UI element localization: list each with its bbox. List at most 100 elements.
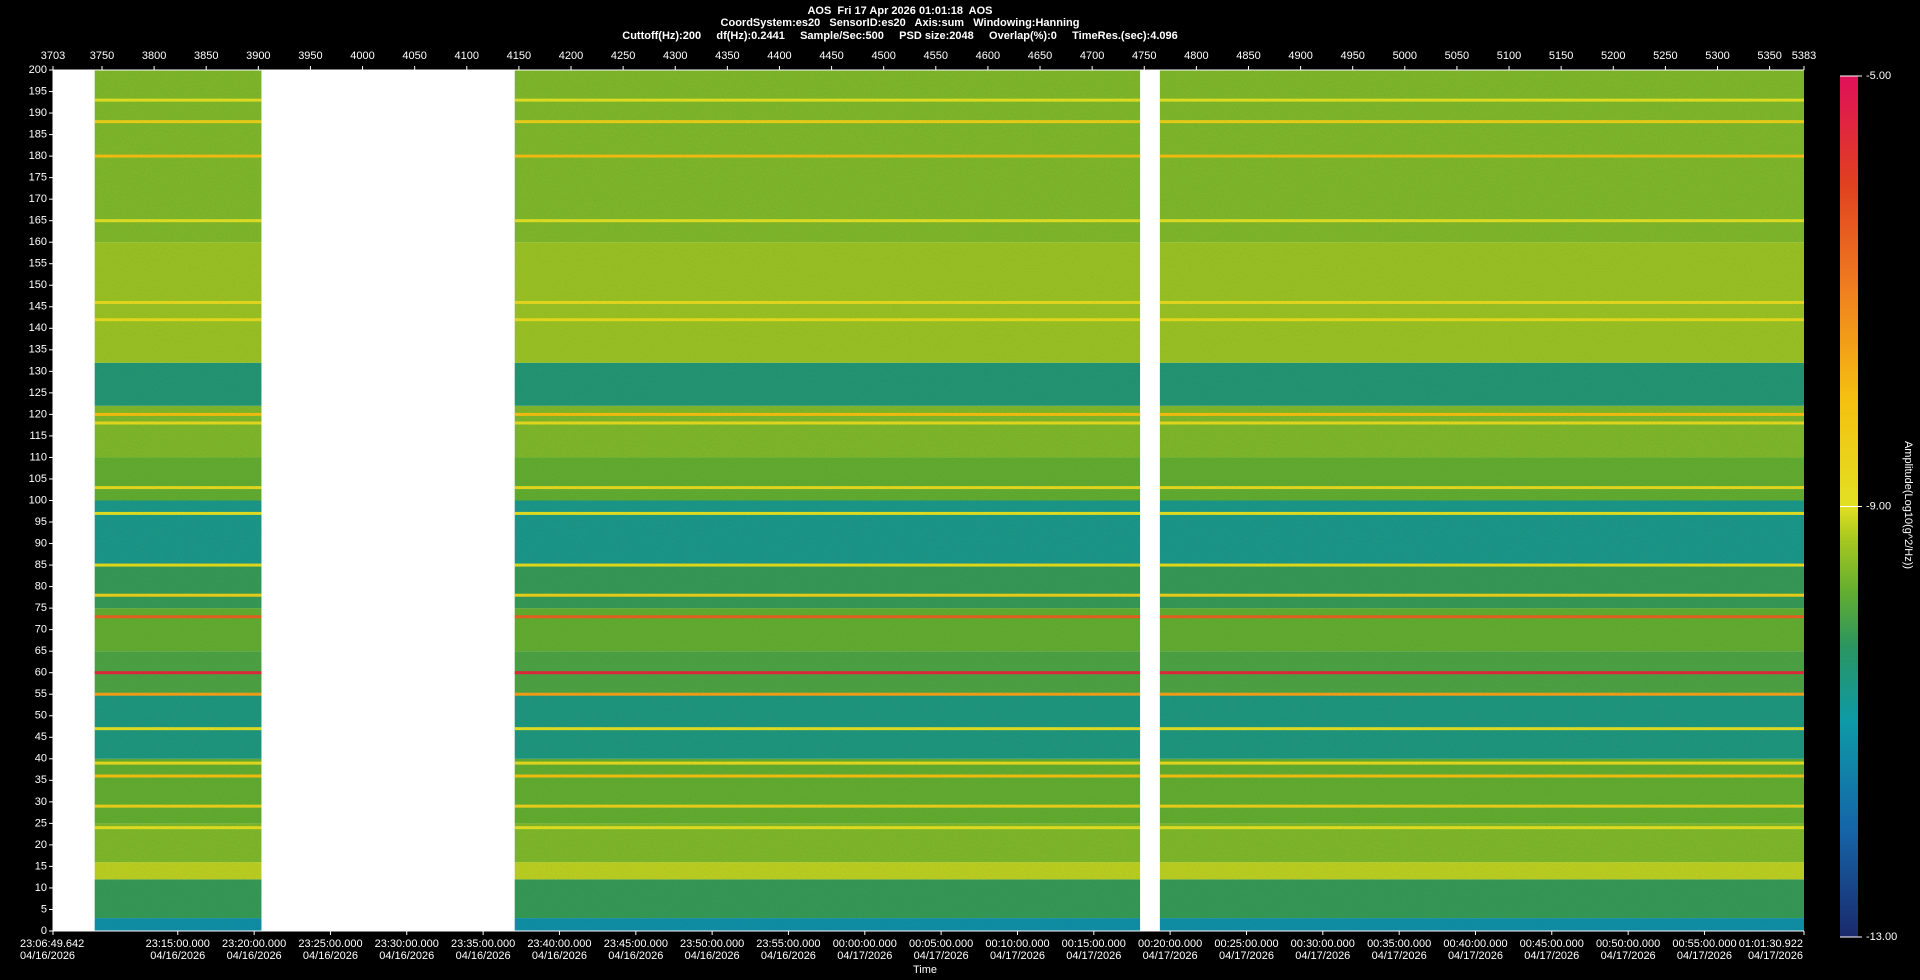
time-tick-label: 23:45:00.000 bbox=[604, 938, 668, 950]
x-tick-label: 4600 bbox=[976, 50, 1000, 62]
x-tick-label: 4250 bbox=[611, 50, 635, 62]
x-tick-label: 4750 bbox=[1132, 50, 1156, 62]
y-tick-label: 95 bbox=[35, 516, 47, 528]
time-tick-date: 04/17/2026 bbox=[1448, 950, 1503, 962]
time-tick-date: 04/16/2026 bbox=[761, 950, 816, 962]
x-tick-label: 4650 bbox=[1028, 50, 1052, 62]
time-tick-label: 00:55:00.000 bbox=[1672, 938, 1736, 950]
time-tick-date: 04/17/2026 bbox=[1372, 950, 1427, 962]
x-tick-label: 5150 bbox=[1549, 50, 1573, 62]
y-tick-label: 135 bbox=[29, 344, 47, 356]
y-tick-label: 155 bbox=[29, 258, 47, 270]
time-tick-label: 00:30:00.000 bbox=[1291, 938, 1355, 950]
colorbar-tick-label: -13.00 bbox=[1866, 931, 1897, 943]
time-tick-date: 04/17/2026 bbox=[1066, 950, 1121, 962]
x-tick-label: 3850 bbox=[194, 50, 218, 62]
time-tick-date: 04/17/2026 bbox=[837, 950, 892, 962]
x-tick-label: 5200 bbox=[1601, 50, 1625, 62]
y-tick-label: 5 bbox=[41, 903, 47, 915]
chart-title: AOS Fri 17 Apr 2026 01:01:18 AOS bbox=[807, 5, 992, 17]
y-tick-label: 35 bbox=[35, 774, 47, 786]
y-tick-label: 20 bbox=[35, 839, 47, 851]
time-tick-date: 04/17/2026 bbox=[1219, 950, 1274, 962]
x-tick-label: 5100 bbox=[1497, 50, 1521, 62]
x-tick-label: 5350 bbox=[1757, 50, 1781, 62]
x-tick-label: 4000 bbox=[350, 50, 374, 62]
x-tick-label: 4100 bbox=[455, 50, 479, 62]
y-tick-label: 170 bbox=[29, 193, 47, 205]
time-tick-label: 23:15:00.000 bbox=[146, 938, 210, 950]
y-tick-label: 130 bbox=[29, 365, 47, 377]
time-tick-label: 00:20:00.000 bbox=[1138, 938, 1202, 950]
y-tick-label: 0 bbox=[41, 925, 47, 937]
y-tick-label: 85 bbox=[35, 559, 47, 571]
y-tick-label: 100 bbox=[29, 494, 47, 506]
y-tick-label: 140 bbox=[29, 322, 47, 334]
y-tick-label: 180 bbox=[29, 150, 47, 162]
y-tick-label: 120 bbox=[29, 408, 47, 420]
x-tick-label: 4950 bbox=[1340, 50, 1364, 62]
x-tick-label: 4800 bbox=[1184, 50, 1208, 62]
time-tick-label: 00:25:00.000 bbox=[1214, 938, 1278, 950]
time-tick-date: 04/16/2026 bbox=[532, 950, 587, 962]
y-tick-label: 105 bbox=[29, 473, 47, 485]
x-tick-label: 3900 bbox=[246, 50, 270, 62]
time-tick-label: 23:25:00.000 bbox=[298, 938, 362, 950]
y-tick-label: 90 bbox=[35, 537, 47, 549]
time-tick-date: 04/16/2026 bbox=[685, 950, 740, 962]
x-tick-label: 4550 bbox=[924, 50, 948, 62]
time-tick-label: 01:01:30.922 bbox=[1739, 938, 1803, 950]
x-tick-label: 3750 bbox=[90, 50, 114, 62]
y-tick-label: 145 bbox=[29, 301, 47, 313]
x-tick-label: 4850 bbox=[1236, 50, 1260, 62]
colorbar-tick-label: -9.00 bbox=[1866, 500, 1891, 512]
time-tick-label: 00:15:00.000 bbox=[1062, 938, 1126, 950]
time-tick-label: 00:00:00.000 bbox=[833, 938, 897, 950]
x-tick-label: 4500 bbox=[871, 50, 895, 62]
y-tick-label: 15 bbox=[35, 860, 47, 872]
time-tick-label: 00:35:00.000 bbox=[1367, 938, 1431, 950]
x-tick-label: 3800 bbox=[142, 50, 166, 62]
time-tick-date: 04/16/2026 bbox=[150, 950, 205, 962]
y-tick-label: 185 bbox=[29, 128, 47, 140]
colorbar-label: Amplitude(Log10(g^2/Hz)) bbox=[1902, 441, 1914, 569]
y-tick-label: 160 bbox=[29, 236, 47, 248]
time-tick-date: 04/17/2026 bbox=[1601, 950, 1656, 962]
y-tick-label: 50 bbox=[35, 710, 47, 722]
x-tick-label: 5300 bbox=[1705, 50, 1729, 62]
time-tick-date: 04/17/2026 bbox=[1295, 950, 1350, 962]
time-tick-date: 04/17/2026 bbox=[1677, 950, 1732, 962]
y-tick-label: 150 bbox=[29, 279, 47, 291]
y-tick-label: 25 bbox=[35, 817, 47, 829]
time-tick-date: 04/16/2026 bbox=[456, 950, 511, 962]
x-tick-label: 5250 bbox=[1653, 50, 1677, 62]
y-tick-label: 45 bbox=[35, 731, 47, 743]
x-tick-label: 4450 bbox=[819, 50, 843, 62]
y-tick-label: 190 bbox=[29, 107, 47, 119]
time-tick-label: 23:30:00.000 bbox=[375, 938, 439, 950]
time-tick-label: 23:50:00.000 bbox=[680, 938, 744, 950]
y-tick-label: 110 bbox=[29, 451, 47, 463]
time-tick-date: 04/16/2026 bbox=[608, 950, 663, 962]
y-tick-label: 200 bbox=[29, 64, 47, 76]
x-tick-label: 4700 bbox=[1080, 50, 1104, 62]
x-tick-label: 3703 bbox=[41, 50, 65, 62]
time-tick-date: 04/17/2026 bbox=[1524, 950, 1579, 962]
y-tick-label: 65 bbox=[35, 645, 47, 657]
time-tick-label: 00:45:00.000 bbox=[1520, 938, 1584, 950]
y-tick-label: 30 bbox=[35, 796, 47, 808]
time-tick-date: 04/16/2026 bbox=[20, 950, 75, 962]
x-tick-label: 5383 bbox=[1792, 50, 1816, 62]
y-tick-label: 10 bbox=[35, 882, 47, 894]
time-tick-label: 00:50:00.000 bbox=[1596, 938, 1660, 950]
colorbar-tick-label: -5.00 bbox=[1866, 70, 1891, 82]
x-tick-label: 4300 bbox=[663, 50, 687, 62]
time-tick-label: 23:35:00.000 bbox=[451, 938, 515, 950]
y-tick-label: 80 bbox=[35, 581, 47, 593]
x-tick-label: 4900 bbox=[1288, 50, 1312, 62]
y-tick-label: 165 bbox=[29, 215, 47, 227]
y-tick-label: 125 bbox=[29, 387, 47, 399]
chart-subtitle: Cuttoff(Hz):200 df(Hz):0.2441 Sample/Sec… bbox=[622, 30, 1178, 42]
time-tick-date: 04/16/2026 bbox=[227, 950, 282, 962]
